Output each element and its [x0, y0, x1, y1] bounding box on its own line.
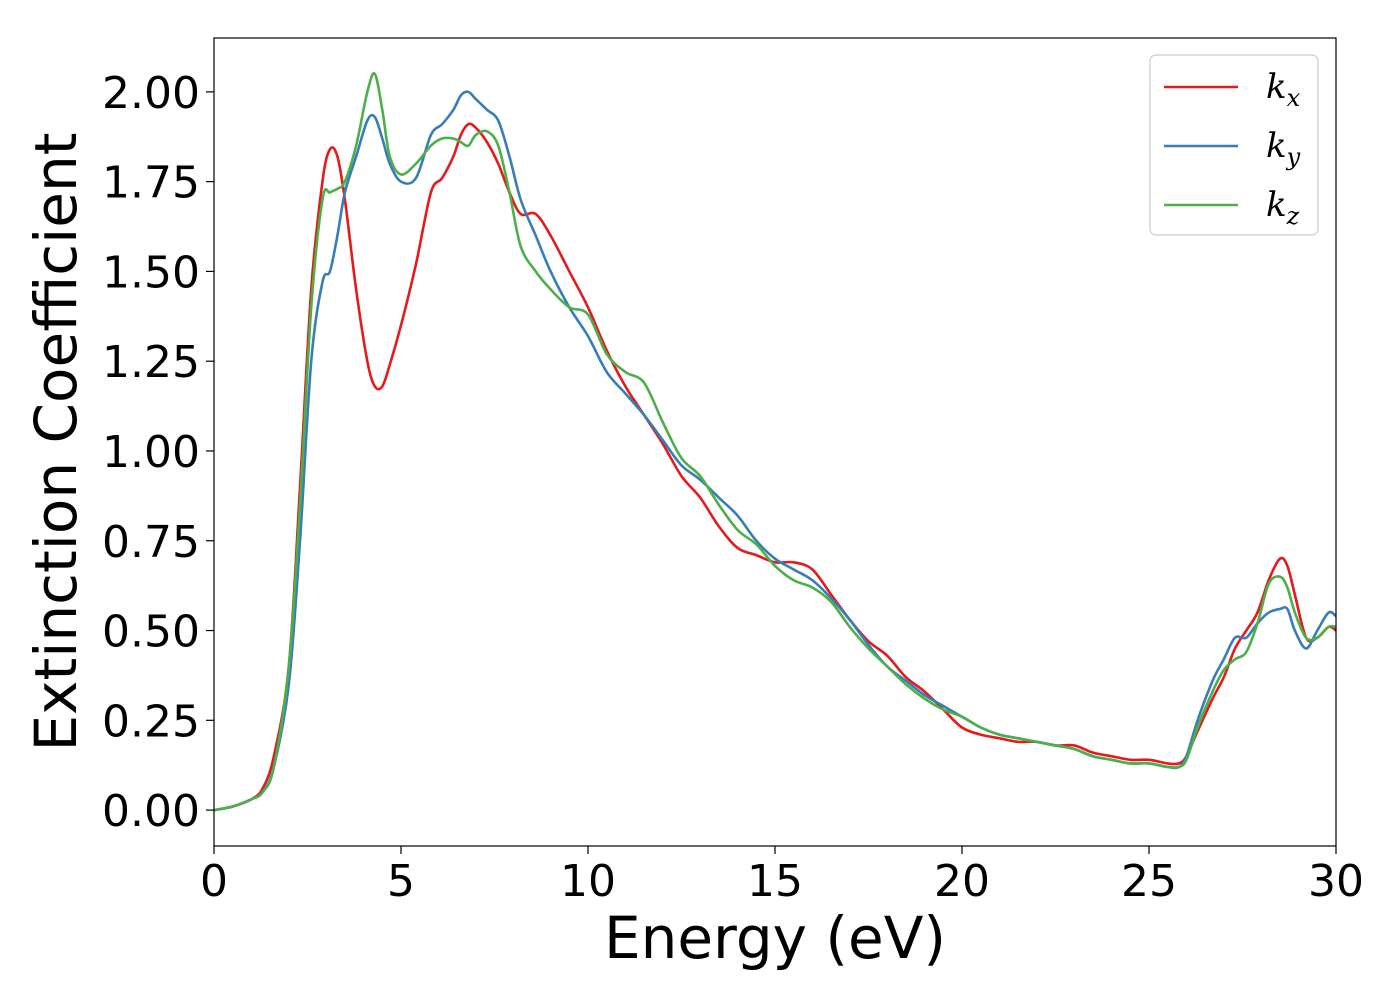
- legend-label-ky: ky: [1266, 126, 1301, 171]
- x-tick-label: 25: [1121, 856, 1177, 907]
- x-tick-label: 15: [747, 856, 803, 907]
- y-tick-label: 1.75: [102, 158, 200, 209]
- series-line-ky: [214, 90, 1336, 812]
- y-tick-label: 1.50: [102, 247, 200, 298]
- y-tick-label: 0.00: [102, 786, 200, 837]
- y-tick-label: 0.25: [102, 696, 200, 747]
- legend-label-kx: kx: [1266, 67, 1301, 112]
- x-tick-label: 10: [560, 856, 616, 907]
- legend: kx ky kz: [1149, 54, 1319, 236]
- y-tick-label: 2.00: [102, 68, 200, 119]
- y-axis-label: Extinction Coefficient: [22, 133, 90, 752]
- x-axis: 0 5 10 15 20 25 30: [200, 846, 1364, 907]
- series-layer: [214, 72, 1336, 812]
- x-tick-label: 0: [200, 856, 228, 907]
- y-tick-label: 1.00: [102, 427, 200, 478]
- x-axis-label: Energy (eV): [604, 904, 946, 972]
- y-tick-label: 0.75: [102, 517, 200, 568]
- series-line-kz: [214, 72, 1336, 812]
- y-tick-label: 1.25: [102, 337, 200, 388]
- legend-label-kz: kz: [1266, 185, 1300, 230]
- y-tick-label: 0.50: [102, 607, 200, 658]
- x-tick-label: 5: [387, 856, 415, 907]
- y-axis: 0.00 0.25 0.50 0.75 1.00 1.25 1.50 1.75 2.00: [102, 68, 214, 837]
- x-tick-label: 30: [1308, 856, 1364, 907]
- x-tick-label: 20: [934, 856, 990, 907]
